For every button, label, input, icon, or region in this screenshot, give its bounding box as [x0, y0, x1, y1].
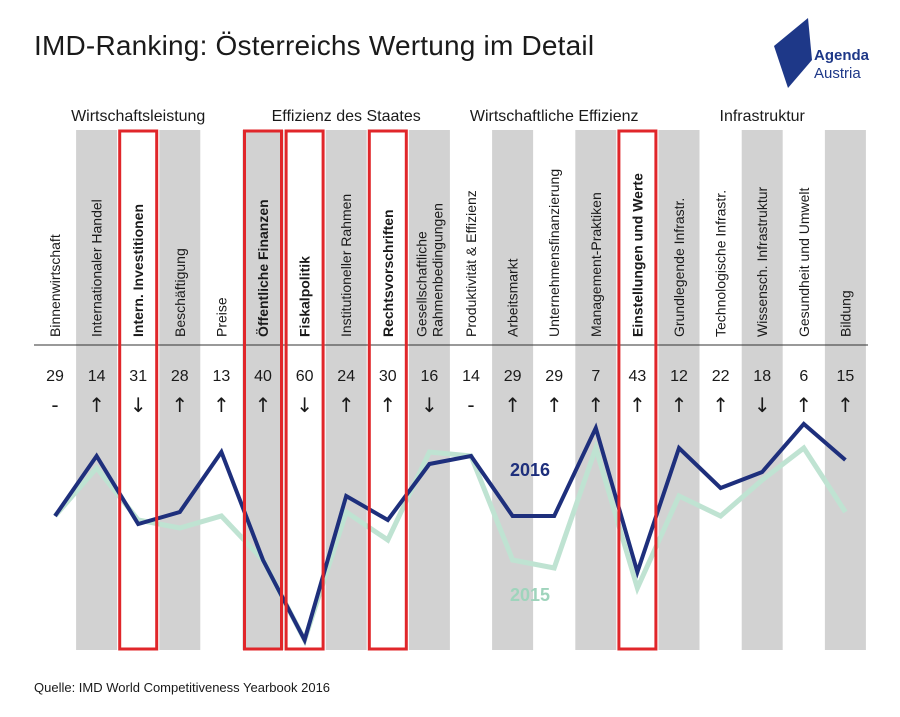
- logo-text-austria: Austria: [814, 65, 861, 82]
- trend-arrow: ↑: [171, 393, 188, 417]
- rank-label: 29: [46, 368, 64, 385]
- category-labels: Binnenwirtschaft Internationaler Handel In…: [47, 169, 853, 337]
- rank-label: 40: [254, 368, 272, 385]
- series-lines: [53, 421, 848, 647]
- category-label: Produktivität & Effizienz: [463, 190, 479, 337]
- category-label: Gesundheit und Umwelt: [796, 187, 812, 337]
- rank-label: 15: [837, 368, 855, 385]
- rank-label: 7: [591, 368, 600, 385]
- trend-arrow: ↑: [795, 393, 812, 417]
- group-label: Effizienz des Staates: [272, 108, 421, 125]
- group-labels: Wirtschaftsleistung Effizienz des Staates…: [71, 108, 805, 125]
- highlight-box: [284, 129, 325, 651]
- rank-label: 13: [213, 368, 231, 385]
- group-label: Wirtschaftsleistung: [71, 108, 205, 125]
- category-label: Gesellschaftliche: [413, 231, 429, 337]
- series-label-2016: 2016: [510, 460, 550, 480]
- column-backgrounds: [76, 130, 866, 650]
- category-label: Technologische Infrastr.: [713, 190, 729, 337]
- rank-label: 29: [504, 368, 522, 385]
- category-label: Unternehmensfinanzierung: [546, 169, 562, 337]
- group-label: Wirtschaftliche Effizienz: [470, 108, 639, 125]
- trend-arrow: ↑: [712, 393, 729, 417]
- category-label: Öffentliche Finanzen: [255, 199, 271, 337]
- series-label-2015: 2015: [510, 585, 550, 605]
- agenda-austria-logo: [774, 18, 812, 88]
- highlight-box: [617, 129, 658, 651]
- trend-arrow: ↑: [338, 393, 355, 417]
- category-label: Wissensch. Infrastruktur: [754, 187, 770, 337]
- category-label: Management-Praktiken: [588, 192, 604, 337]
- trend-arrow: ↑: [587, 393, 604, 417]
- trend-arrow: ↑: [629, 393, 646, 417]
- category-label: Beschäftigung: [172, 248, 188, 337]
- trend-arrow: ↑: [546, 393, 563, 417]
- trend-arrow: ↑: [255, 393, 272, 417]
- trend-arrow: -: [467, 393, 474, 417]
- trend-arrow: ↑: [837, 393, 854, 417]
- rank-label: 14: [462, 368, 480, 385]
- trend-arrow: ↑: [671, 393, 688, 417]
- rank-label: 31: [129, 368, 147, 385]
- category-label: Grundlegende Infrastr.: [671, 198, 687, 337]
- column-shade: [492, 130, 534, 650]
- trend-arrow: ↑: [213, 393, 230, 417]
- category-label: Arbeitsmarkt: [505, 258, 521, 337]
- column-shade: [76, 130, 118, 650]
- column-shade: [575, 130, 617, 650]
- series-line-2015: [53, 439, 848, 647]
- trend-arrow: ↓: [421, 393, 438, 417]
- rank-label: 18: [753, 368, 771, 385]
- rank-label: 14: [88, 368, 106, 385]
- column-shade: [408, 130, 450, 650]
- trend-arrow: -: [51, 393, 58, 417]
- category-label: Rahmenbedingungen: [429, 203, 445, 337]
- trend-arrow: ↓: [296, 393, 313, 417]
- highlight-boxes: [118, 129, 658, 651]
- column-shade: [159, 130, 201, 650]
- trend-labels: - ↑ ↓ ↑ ↑ ↑ ↓ ↑ ↑ ↓ - ↑ ↑ ↑ ↑ ↑ ↑ ↓ ↑ ↑: [51, 393, 853, 417]
- category-label: Preise: [213, 297, 229, 337]
- highlight-box: [367, 129, 408, 651]
- column-shade: [325, 130, 367, 650]
- rank-label: 24: [337, 368, 355, 385]
- highlight-box: [243, 129, 283, 651]
- category-label: Bildung: [837, 290, 853, 337]
- category-label: Intern. Investitionen: [130, 204, 146, 337]
- series-names: 2016 2015: [510, 460, 550, 605]
- category-label: Einstellungen und Werte: [629, 173, 645, 337]
- category-label: Binnenwirtschaft: [47, 234, 63, 337]
- rank-label: 16: [421, 368, 439, 385]
- group-label: Infrastruktur: [720, 108, 806, 125]
- rank-label: 6: [799, 368, 808, 385]
- rank-labels: 29 14 31 28 13 40 60 24 30 16 14 29 29 7 43 12 22 18 6 15: [46, 368, 854, 385]
- rank-label: 12: [670, 368, 688, 385]
- column-shade: [824, 130, 866, 650]
- trend-arrow: ↑: [88, 393, 105, 417]
- category-label: Fiskalpolitik: [297, 256, 313, 337]
- source-note: Quelle: IMD World Competitiveness Yearbo…: [34, 680, 331, 695]
- rank-label: 43: [629, 368, 647, 385]
- column-shade: [741, 130, 783, 650]
- rank-label: 22: [712, 368, 730, 385]
- trend-arrow: ↑: [504, 393, 521, 417]
- trend-arrow: ↓: [754, 393, 771, 417]
- category-label: Institutioneller Rahmen: [338, 194, 354, 337]
- rank-label: 60: [296, 368, 314, 385]
- rank-label: 30: [379, 368, 397, 385]
- column-shade: [658, 130, 700, 650]
- category-label: Rechtsvorschriften: [380, 209, 396, 337]
- chart-title: IMD-Ranking: Österreichs Wertung im Deta…: [34, 30, 595, 61]
- logo-text-agenda: Agenda: [814, 47, 870, 64]
- trend-arrow: ↓: [130, 393, 147, 417]
- rank-label: 29: [545, 368, 563, 385]
- series-line-2016: [53, 421, 847, 646]
- highlight-box: [118, 129, 159, 651]
- rank-label: 28: [171, 368, 189, 385]
- trend-arrow: ↑: [379, 393, 396, 417]
- category-label: Internationaler Handel: [89, 199, 105, 337]
